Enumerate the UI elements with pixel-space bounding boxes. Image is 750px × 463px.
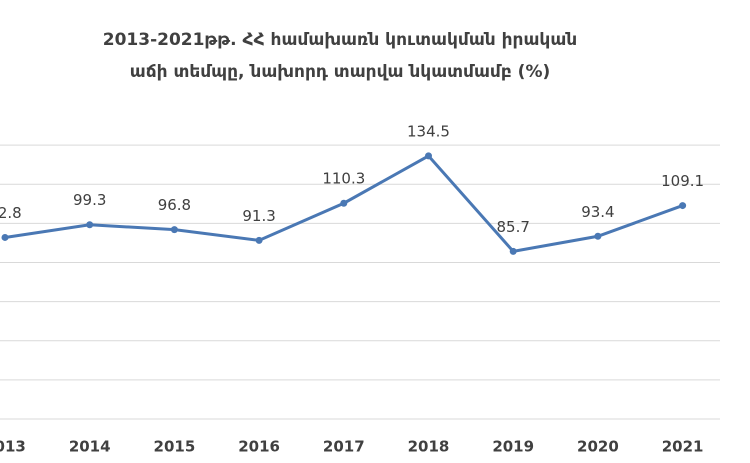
point [86, 221, 94, 229]
x-tick-label: 2014 [69, 438, 111, 456]
data-label: 109.1 [661, 172, 704, 190]
data-label: 92.8 [0, 204, 22, 222]
data-label: 96.8 [158, 196, 191, 214]
point [255, 236, 263, 244]
point [170, 226, 178, 234]
data-label: 91.3 [242, 207, 275, 225]
x-tick-label: 2021 [662, 438, 704, 456]
data-label: 99.3 [73, 191, 106, 209]
point [594, 232, 602, 240]
chart-title: աճի տեմպը, նախորդ տարվա նկատմամբ (%) [130, 62, 551, 82]
point [679, 202, 687, 210]
point [1, 233, 9, 241]
point [425, 152, 432, 160]
x-tick-label: 2015 [154, 438, 196, 456]
data-label: 134.5 [407, 122, 450, 140]
data-label: 110.3 [322, 170, 365, 188]
x-tick-label: 2013 [0, 438, 26, 456]
data-label: 85.7 [496, 218, 529, 236]
point [340, 199, 348, 207]
chart-title: 2013-2021թթ. ՀՀ համախառն կուտակման իրակա… [103, 30, 577, 50]
x-tick-label: 2020 [577, 438, 619, 456]
data-label: 93.4 [581, 203, 614, 221]
point [509, 247, 517, 255]
x-tick-label: 2019 [492, 438, 534, 456]
x-tick-label: 2017 [323, 438, 365, 456]
x-tick-label: 2016 [238, 438, 280, 456]
x-tick-label: 2018 [408, 438, 450, 456]
